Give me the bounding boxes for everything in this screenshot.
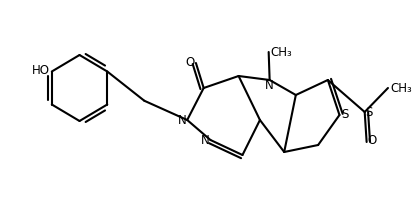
Text: HO: HO bbox=[32, 64, 50, 77]
Text: CH₃: CH₃ bbox=[389, 82, 411, 94]
Text: S: S bbox=[365, 105, 372, 119]
Text: N: N bbox=[177, 113, 186, 126]
Text: CH₃: CH₃ bbox=[270, 45, 292, 59]
Text: S: S bbox=[341, 109, 348, 122]
Text: O: O bbox=[367, 134, 376, 147]
Text: N: N bbox=[265, 79, 273, 92]
Text: N: N bbox=[200, 133, 209, 146]
Text: O: O bbox=[185, 57, 195, 70]
